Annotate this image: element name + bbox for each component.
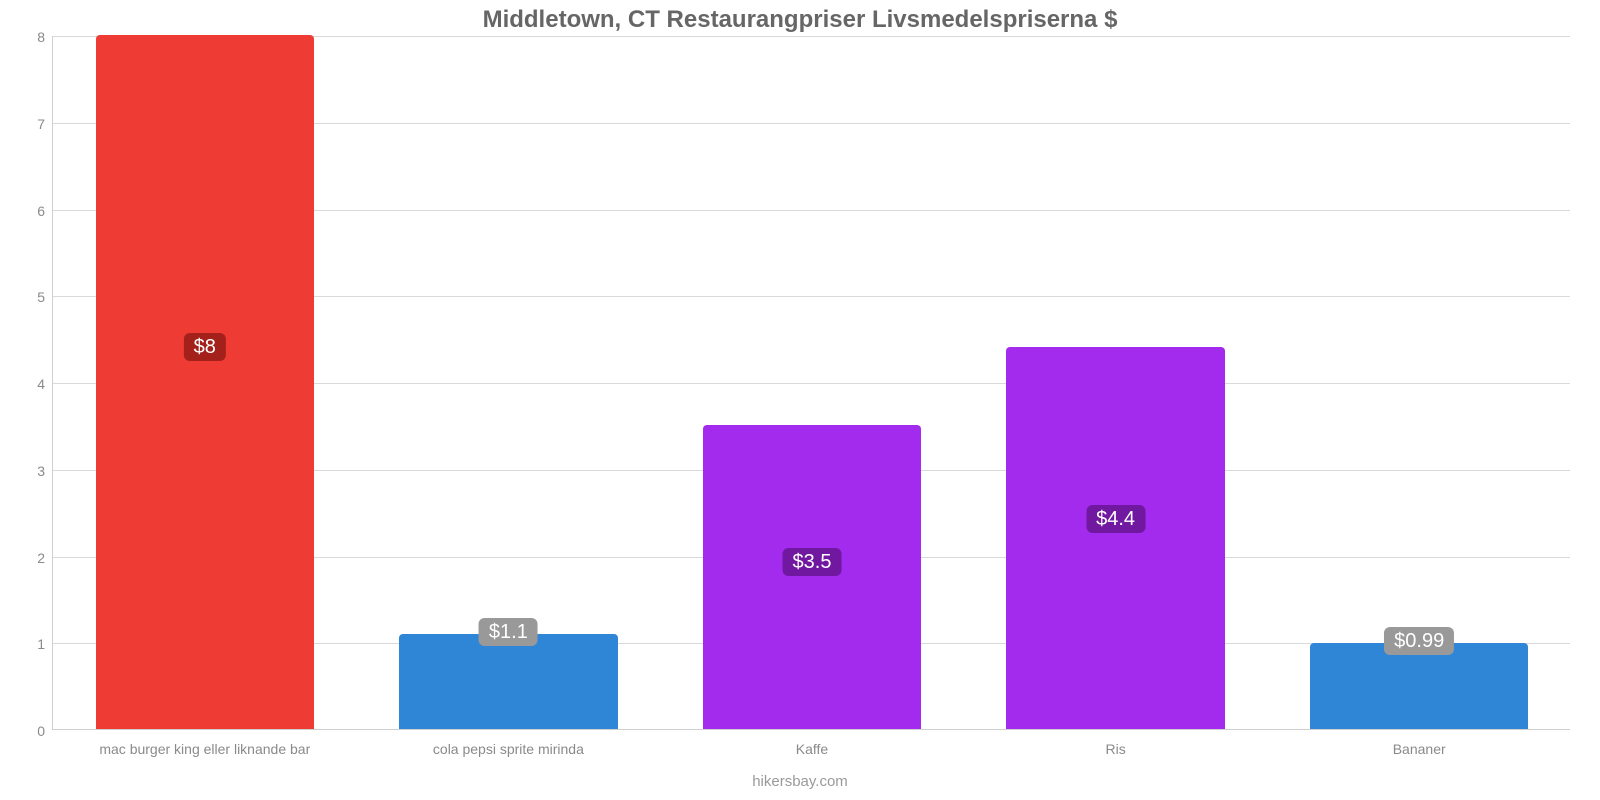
bar	[1310, 643, 1529, 729]
y-tick-label: 7	[13, 116, 45, 132]
y-tick-label: 3	[13, 463, 45, 479]
bar	[1006, 347, 1225, 729]
bar	[399, 634, 618, 729]
bar-value-label: $1.1	[479, 618, 538, 646]
bar-value-label: $3.5	[783, 548, 842, 576]
y-tick-label: 4	[13, 376, 45, 392]
x-tick-label: Kaffe	[796, 741, 828, 757]
y-tick-label: 6	[13, 203, 45, 219]
y-tick-label: 1	[13, 636, 45, 652]
chart-credit: hikersbay.com	[0, 773, 1600, 790]
x-tick-label: Ris	[1105, 741, 1125, 757]
bar-value-label: $0.99	[1384, 627, 1454, 655]
x-tick-label: Bananer	[1393, 741, 1446, 757]
y-tick-label: 8	[13, 29, 45, 45]
x-tick-label: mac burger king eller liknande bar	[99, 741, 310, 757]
price-bar-chart: Middletown, CT Restaurangpriser Livsmede…	[0, 0, 1600, 800]
y-tick-label: 0	[13, 723, 45, 739]
chart-title: Middletown, CT Restaurangpriser Livsmede…	[0, 6, 1600, 34]
bar-value-label: $8	[184, 333, 226, 361]
bar	[96, 35, 315, 729]
y-tick-label: 2	[13, 550, 45, 566]
bar-value-label: $4.4	[1086, 505, 1145, 533]
y-tick-label: 5	[13, 289, 45, 305]
x-tick-label: cola pepsi sprite mirinda	[433, 741, 584, 757]
plot-area: 012345678$8mac burger king eller liknand…	[52, 36, 1570, 730]
bar	[703, 425, 922, 729]
